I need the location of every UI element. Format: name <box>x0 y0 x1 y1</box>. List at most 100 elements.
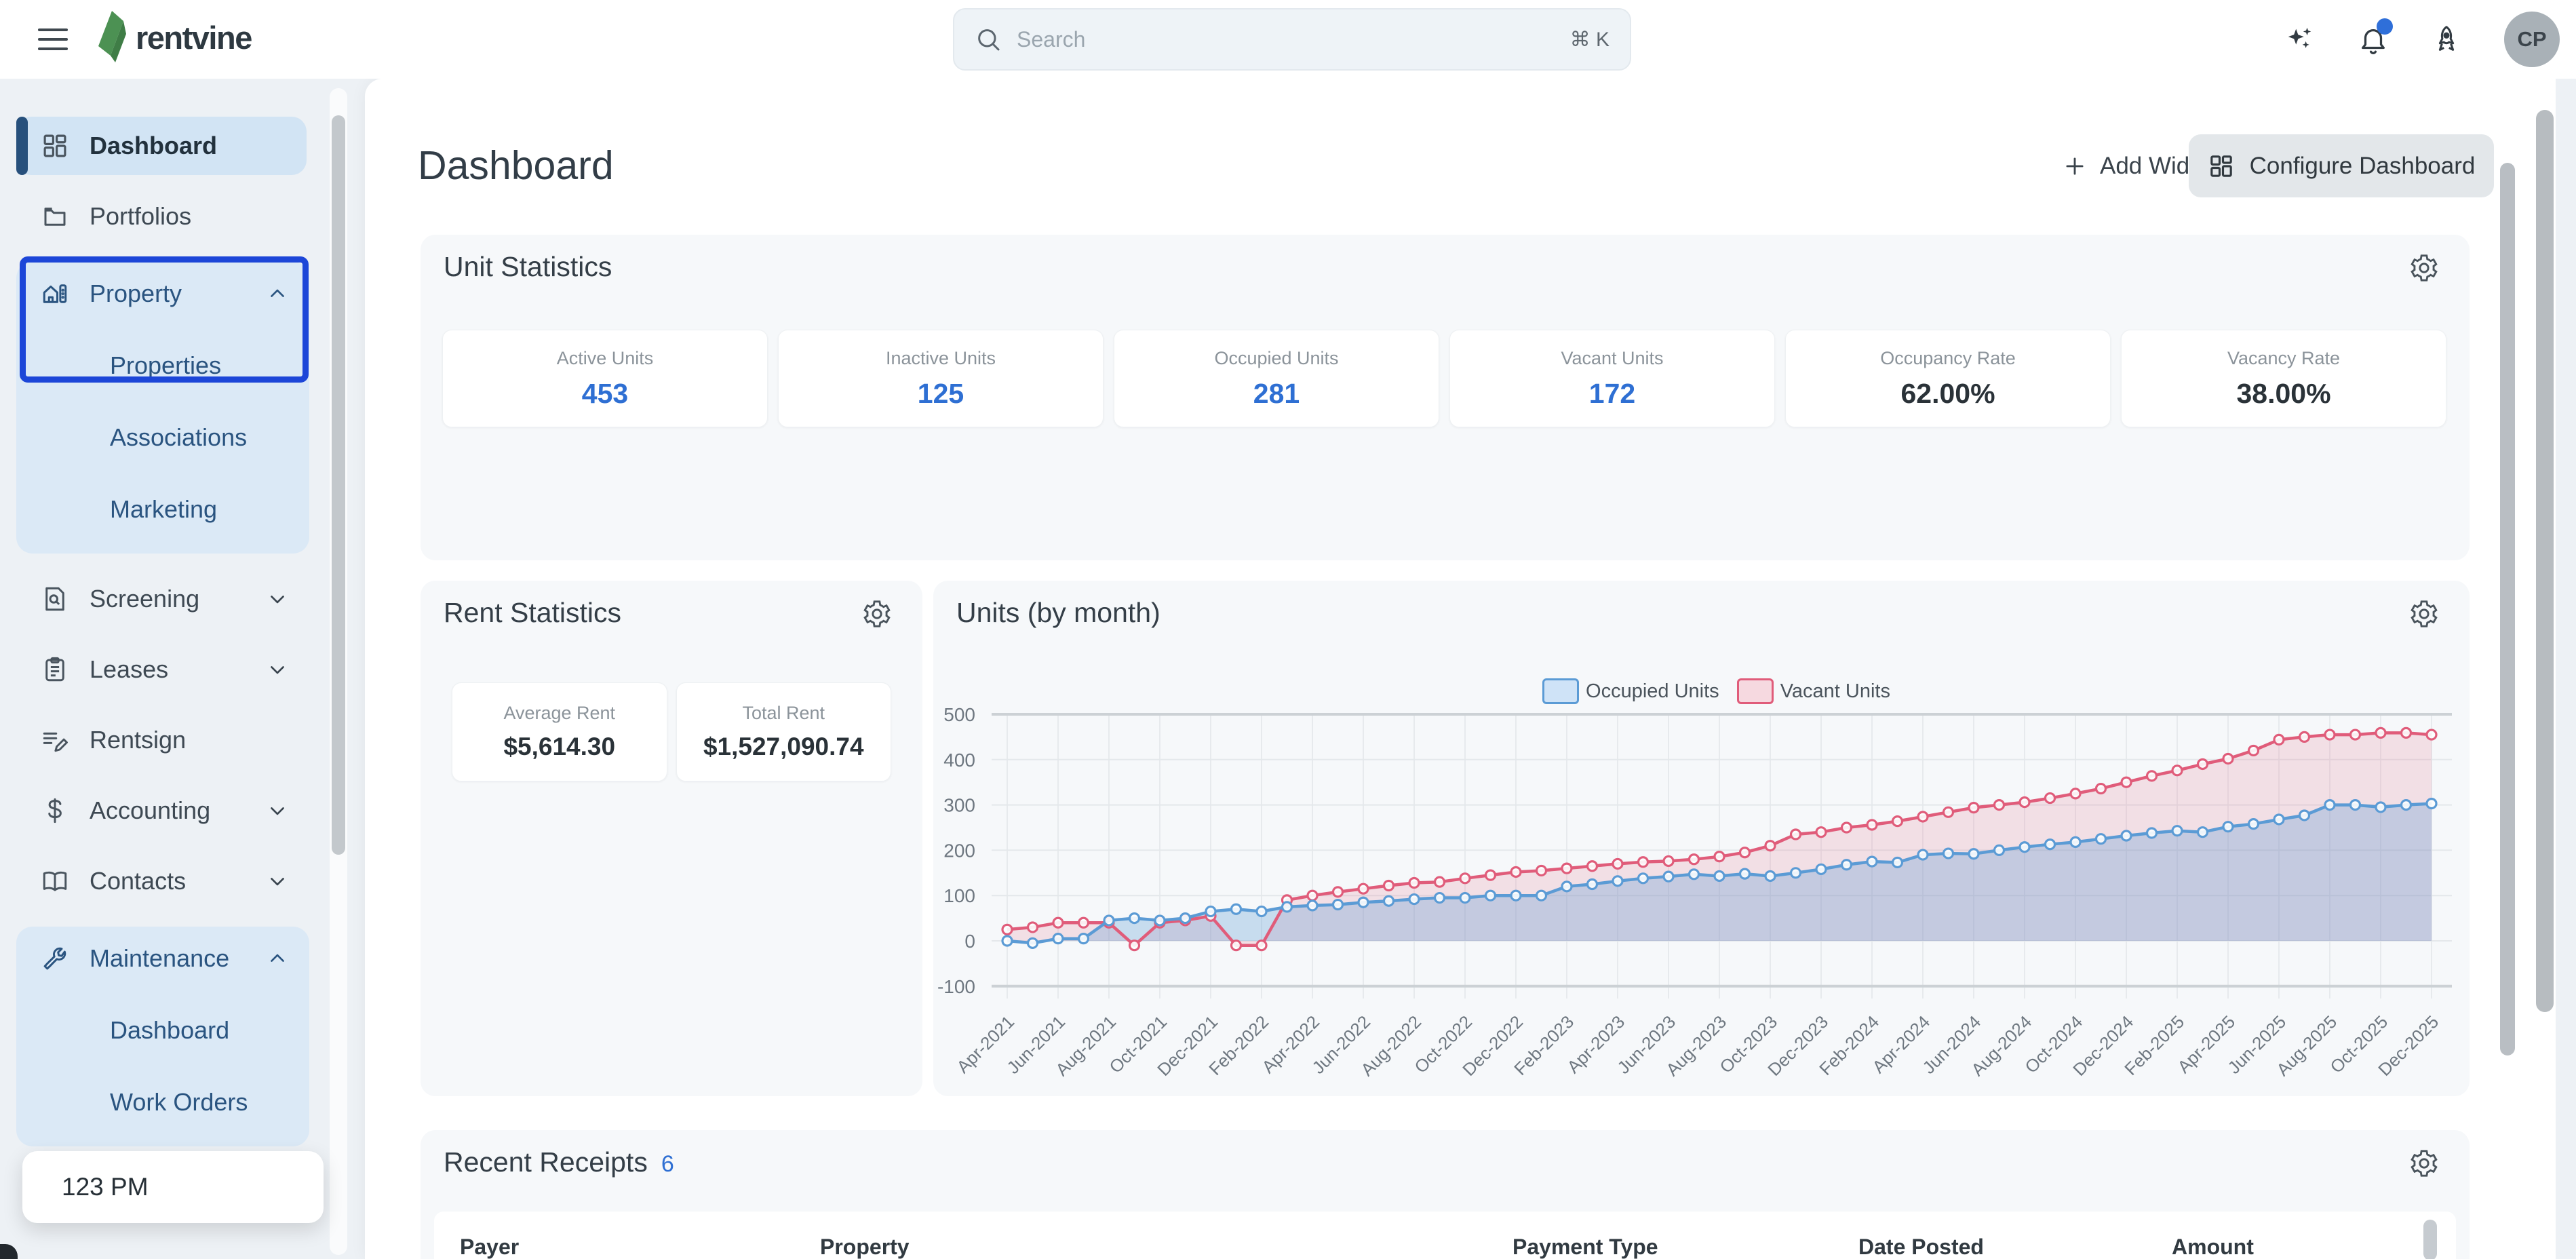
sidebar-item-maintenance[interactable]: Maintenance <box>16 929 309 988</box>
sidebar-item-work-orders[interactable]: Work Orders <box>16 1073 309 1131</box>
units-by-month-card: Units (by month) Occupied UnitsVacant Un… <box>933 581 2470 1096</box>
chevron-down-icon <box>266 658 289 681</box>
doc-search-icon <box>41 585 69 613</box>
sidebar-item-associations[interactable]: Associations <box>16 408 309 467</box>
stat-box: Active Units 453 <box>442 330 768 427</box>
column-header-payment-type: Payment Type <box>1513 1235 1858 1259</box>
sidebar-item-property[interactable]: Property <box>16 265 309 323</box>
svg-text:-100: -100 <box>937 976 975 997</box>
sidebar-scrollbar-thumb[interactable] <box>332 115 345 855</box>
rent-stat-box: Total Rent$1,527,090.74 <box>676 682 892 781</box>
sidebar-item-label: Dashboard <box>90 132 217 160</box>
sidebar-item-accounting[interactable]: Accounting <box>16 781 309 840</box>
sidebar: Dashboard Portfolios Property Properties Ass… <box>0 79 347 1259</box>
stat-value[interactable]: 172 <box>1589 378 1635 410</box>
configure-dashboard-button[interactable]: Configure Dashboard <box>2189 134 2494 197</box>
sidebar-item-portfolios[interactable]: Portfolios <box>16 187 309 246</box>
plus-icon <box>2062 153 2088 179</box>
content-scrollbar-thumb[interactable] <box>2500 163 2515 1055</box>
svg-text:0: 0 <box>964 931 975 952</box>
page-title: Dashboard <box>418 142 614 189</box>
topbar: rentvine ⌘ K CP <box>0 0 2576 79</box>
unit-statistics-title: Unit Statistics <box>444 251 612 283</box>
unit-statistics-gear-icon[interactable] <box>2408 252 2440 284</box>
hamburger-menu-button[interactable] <box>38 26 68 53</box>
sidebar-item-dashboard[interactable]: Dashboard <box>16 117 307 175</box>
stat-label: Occupancy Rate <box>1880 348 2016 369</box>
sparkles-icon[interactable] <box>2284 24 2316 55</box>
clipboard-icon <box>41 655 69 684</box>
chevron-down-icon <box>266 799 289 822</box>
sidebar-item-label: Rentsign <box>90 726 186 754</box>
stat-label: Active Units <box>557 348 654 369</box>
recent-receipts-header: Recent Receipts 6 <box>444 1146 674 1178</box>
rocket-icon[interactable] <box>2431 24 2462 55</box>
stat-value: $1,527,090.74 <box>703 733 864 761</box>
recent-receipts-gear-icon[interactable] <box>2408 1148 2440 1179</box>
stat-box: Vacancy Rate38.00% <box>2121 330 2446 427</box>
search-icon <box>975 26 1002 53</box>
svg-text:400: 400 <box>943 750 975 771</box>
notifications-bell-icon[interactable] <box>2358 24 2389 55</box>
sidebar-item-label: Marketing <box>110 495 217 524</box>
column-header-payer: Payer <box>460 1235 820 1259</box>
stat-label: Occupied Units <box>1214 348 1338 369</box>
stat-box: Inactive Units125 <box>778 330 1104 427</box>
dashboard-grid-icon <box>41 132 69 160</box>
svg-text:300: 300 <box>943 795 975 816</box>
chevron-up-icon <box>266 282 289 305</box>
search-input[interactable] <box>1017 27 1555 52</box>
configure-dashboard-label: Configure Dashboard <box>2250 153 2476 180</box>
rentvine-app: rentvine ⌘ K CP Dashboard Portfolios Prope… <box>0 0 2576 1259</box>
chevron-down-icon <box>266 587 289 611</box>
rent-statistics-gear-icon[interactable] <box>861 598 893 630</box>
sidebar-item-marketing[interactable]: Marketing <box>16 480 309 539</box>
receipts-table-scrollbar-thumb[interactable] <box>2423 1220 2437 1259</box>
sidebar-item-label: Leases <box>90 655 168 684</box>
page-scrollbar-thumb[interactable] <box>2536 110 2554 1012</box>
sign-pen-icon <box>41 726 69 754</box>
sidebar-item-label: Property <box>90 279 182 308</box>
svg-text:500: 500 <box>943 704 975 725</box>
wrench-icon <box>41 944 69 973</box>
sidebar-item-label: Associations <box>110 423 247 452</box>
rent-statistics-title: Rent Statistics <box>444 597 621 629</box>
search-shortcut-hint: ⌘ K <box>1570 28 1609 52</box>
legend-item-vacant-units[interactable]: Vacant Units <box>1737 678 1890 704</box>
stat-label: Vacant Units <box>1561 348 1663 369</box>
dashboard-grid-icon <box>2208 153 2235 180</box>
legend-item-occupied-units[interactable]: Occupied Units <box>1542 678 1719 704</box>
column-header-date-posted: Date Posted <box>1858 1235 2172 1259</box>
stat-value[interactable]: 281 <box>1253 378 1300 410</box>
chart-legend: Occupied Units Vacant Units <box>974 678 2470 704</box>
sidebar-item-rentsign[interactable]: Rentsign <box>16 711 309 769</box>
legend-swatch <box>1542 678 1579 704</box>
property-home-icon <box>41 279 69 308</box>
sidebar-item-label: Contacts <box>90 867 186 895</box>
stat-value: 38.00% <box>2236 378 2330 410</box>
chevron-down-icon <box>266 870 289 893</box>
notification-badge <box>2377 18 2393 35</box>
sidebar-item-contacts[interactable]: Contacts <box>16 852 309 910</box>
sidebar-item-maintenance-dashboard[interactable]: Dashboard <box>16 1001 309 1060</box>
sidebar-item-properties[interactable]: Properties <box>16 336 309 395</box>
sidebar-item-label: Dashboard <box>110 1016 229 1045</box>
clock-text: 123 PM <box>62 1173 149 1201</box>
sidebar-group-property: Property Properties Associations Marketing <box>16 262 309 554</box>
sidebar-item-screening[interactable]: Screening <box>16 570 309 628</box>
sidebar-item-leases[interactable]: Leases <box>16 640 309 699</box>
stat-value: $5,614.30 <box>503 733 615 761</box>
book-icon <box>41 867 69 895</box>
stat-value: 62.00% <box>1900 378 1995 410</box>
user-avatar[interactable]: CP <box>2504 12 2560 67</box>
stat-value[interactable]: 125 <box>918 378 964 410</box>
active-item-indicator <box>16 117 28 175</box>
stat-label: Average Rent <box>503 703 615 724</box>
receipts-table: PayerPropertyPayment TypeDate PostedAmou… <box>434 1212 2456 1259</box>
stat-value[interactable]: 453 <box>582 378 628 410</box>
sidebar-group-maintenance: Maintenance Dashboard Work Orders <box>16 927 309 1146</box>
legend-label: Occupied Units <box>1586 680 1719 703</box>
clock-overlay: 123 PM <box>22 1151 324 1223</box>
rentvine-leaf-icon <box>95 9 129 66</box>
brand-logo[interactable]: rentvine <box>95 9 252 66</box>
